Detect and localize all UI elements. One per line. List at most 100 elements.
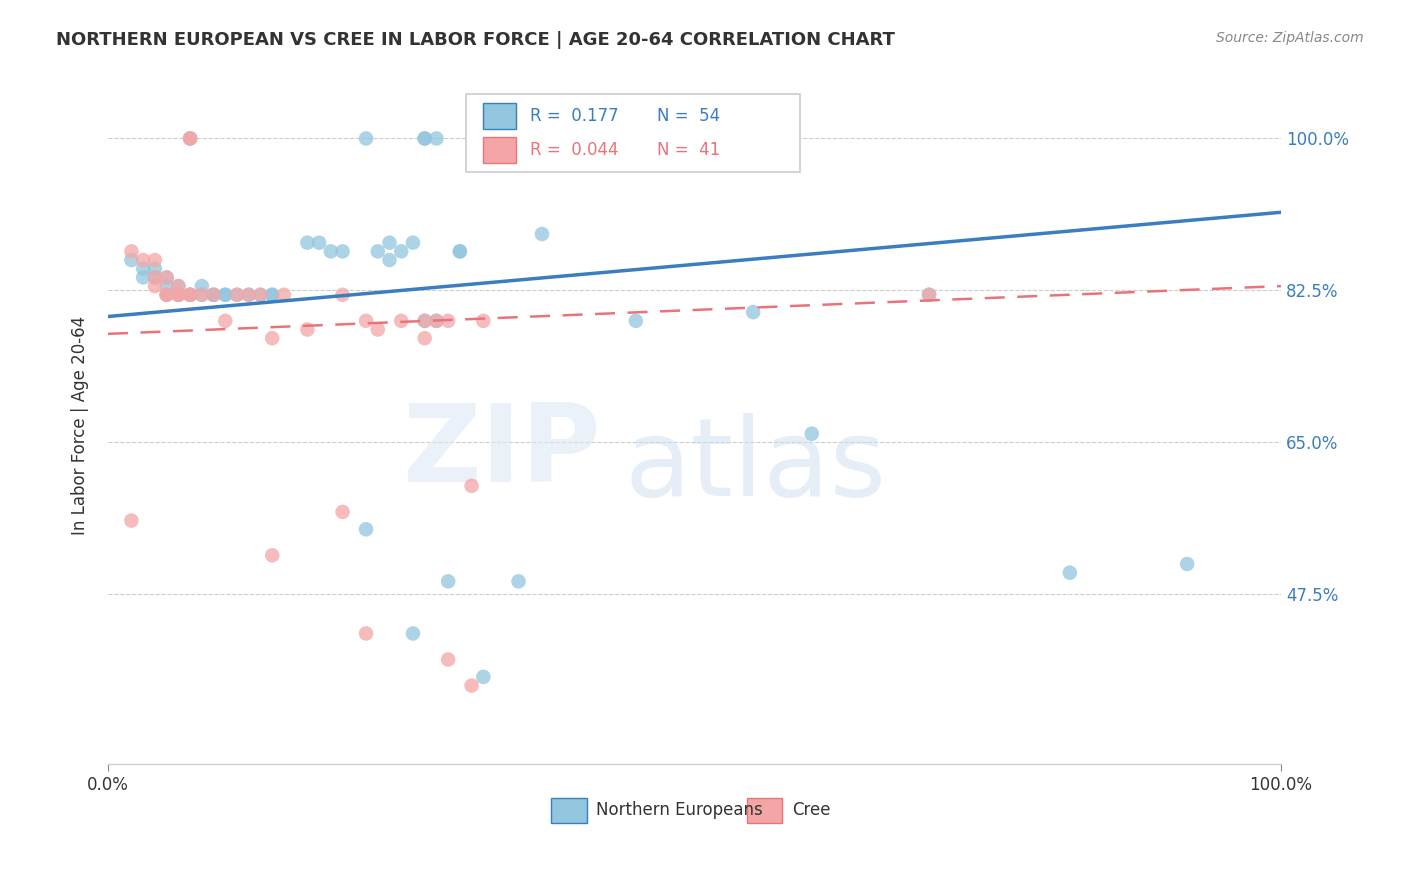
Point — [367, 244, 389, 259]
Point — [1059, 566, 1081, 580]
Point — [214, 287, 236, 301]
Text: ZIP: ZIP — [402, 399, 600, 505]
Point — [156, 287, 179, 301]
Point — [262, 549, 284, 563]
Point — [179, 287, 201, 301]
Point — [249, 287, 271, 301]
Point — [332, 287, 354, 301]
Text: Source: ZipAtlas.com: Source: ZipAtlas.com — [1216, 31, 1364, 45]
Point — [460, 479, 482, 493]
Point — [156, 270, 179, 285]
Point — [297, 235, 319, 250]
Point — [332, 505, 354, 519]
Point — [354, 314, 377, 328]
Point — [120, 253, 142, 268]
FancyBboxPatch shape — [747, 798, 783, 822]
Point — [425, 314, 447, 328]
Point — [202, 287, 225, 301]
FancyBboxPatch shape — [484, 137, 516, 163]
Point — [413, 131, 436, 145]
Point — [167, 287, 190, 301]
Point — [143, 261, 166, 276]
Point — [918, 287, 941, 301]
Point — [472, 314, 495, 328]
Point — [437, 574, 460, 589]
Text: Northern Europeans: Northern Europeans — [596, 802, 762, 820]
Point — [402, 235, 425, 250]
Point — [179, 131, 201, 145]
FancyBboxPatch shape — [484, 103, 516, 129]
Point — [437, 652, 460, 666]
Point — [308, 235, 330, 250]
Point — [332, 244, 354, 259]
Point — [378, 253, 401, 268]
Point — [143, 253, 166, 268]
Point — [167, 279, 190, 293]
Point — [530, 227, 553, 241]
Point — [132, 261, 155, 276]
Point — [389, 314, 412, 328]
Point — [354, 131, 377, 145]
Point — [179, 287, 201, 301]
Point — [191, 287, 214, 301]
Text: R =  0.044: R = 0.044 — [530, 141, 619, 159]
Point — [238, 287, 260, 301]
Point — [800, 426, 823, 441]
Point — [413, 131, 436, 145]
FancyBboxPatch shape — [551, 798, 586, 822]
Point — [202, 287, 225, 301]
Point — [1175, 557, 1198, 571]
Point — [273, 287, 295, 301]
Point — [262, 287, 284, 301]
Point — [226, 287, 249, 301]
Point — [214, 314, 236, 328]
Point — [742, 305, 765, 319]
Point — [472, 670, 495, 684]
Point — [262, 331, 284, 345]
Point — [297, 322, 319, 336]
Text: N =  41: N = 41 — [657, 141, 720, 159]
Point — [167, 279, 190, 293]
Y-axis label: In Labor Force | Age 20-64: In Labor Force | Age 20-64 — [72, 316, 89, 534]
FancyBboxPatch shape — [465, 95, 800, 172]
Point — [413, 314, 436, 328]
Point — [437, 314, 460, 328]
Point — [120, 244, 142, 259]
Text: NORTHERN EUROPEAN VS CREE IN LABOR FORCE | AGE 20-64 CORRELATION CHART: NORTHERN EUROPEAN VS CREE IN LABOR FORCE… — [56, 31, 896, 49]
Point — [143, 279, 166, 293]
Text: N =  54: N = 54 — [657, 107, 720, 125]
Point — [214, 287, 236, 301]
Point — [413, 314, 436, 328]
Point — [143, 270, 166, 285]
Point — [319, 244, 342, 259]
Point — [460, 679, 482, 693]
Point — [425, 314, 447, 328]
Point — [226, 287, 249, 301]
Point — [167, 287, 190, 301]
Point — [179, 287, 201, 301]
Text: R =  0.177: R = 0.177 — [530, 107, 619, 125]
Point — [354, 626, 377, 640]
Point — [156, 287, 179, 301]
Point — [249, 287, 271, 301]
Point — [167, 287, 190, 301]
Point — [132, 253, 155, 268]
Point — [238, 287, 260, 301]
Point — [262, 287, 284, 301]
Point — [156, 270, 179, 285]
Point — [508, 131, 530, 145]
Point — [508, 574, 530, 589]
Point — [132, 270, 155, 285]
Point — [143, 270, 166, 285]
Point — [120, 514, 142, 528]
Point — [425, 131, 447, 145]
Text: Cree: Cree — [792, 802, 831, 820]
Point — [367, 322, 389, 336]
Point — [918, 287, 941, 301]
Point — [449, 244, 471, 259]
Point — [191, 279, 214, 293]
Point — [389, 244, 412, 259]
Point — [179, 131, 201, 145]
Point — [354, 522, 377, 536]
Point — [156, 287, 179, 301]
